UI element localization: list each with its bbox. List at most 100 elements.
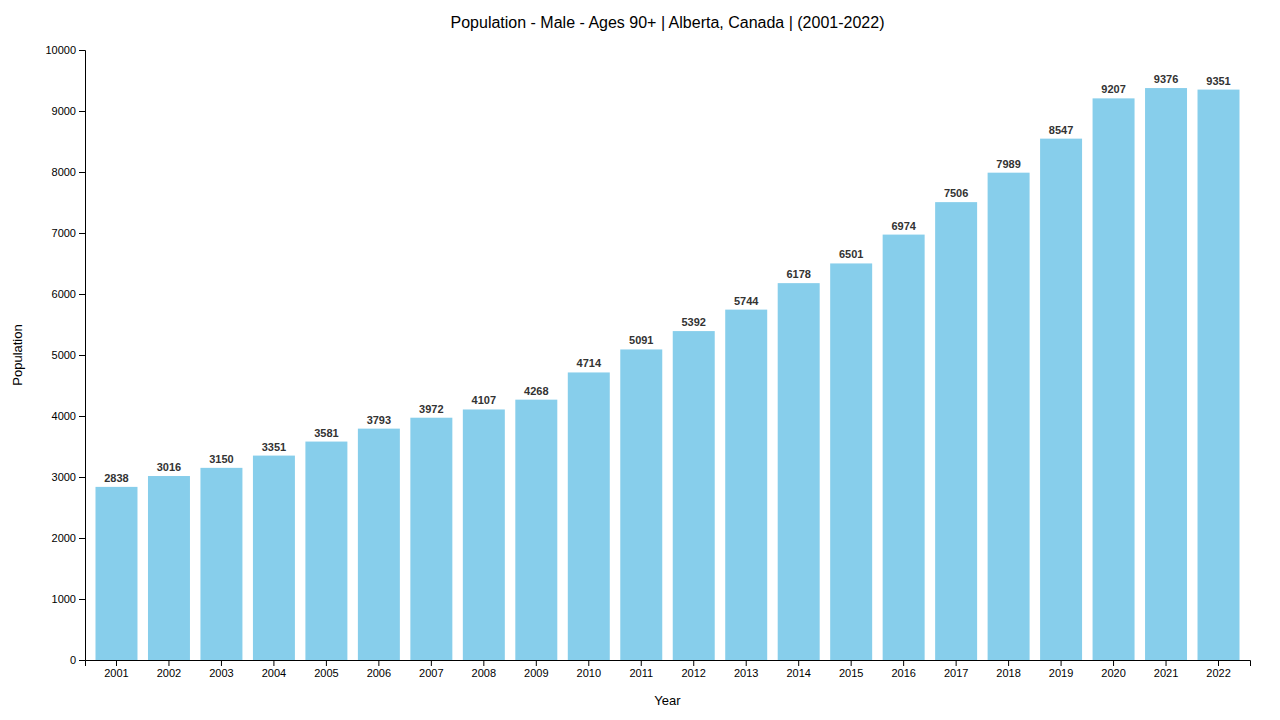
tick: 1000 (52, 593, 85, 605)
tick-label: 2000 (52, 532, 76, 544)
bar (568, 372, 610, 660)
plot-area (95, 88, 1239, 660)
tick-label: 9000 (52, 105, 76, 117)
data-label: 4714 (577, 357, 602, 369)
data-label: 3150 (209, 453, 233, 465)
tick: 2013 (734, 660, 758, 679)
tick-label: 2019 (1049, 667, 1073, 679)
bar (515, 400, 557, 660)
tick: 2015 (839, 660, 863, 679)
tick-label: 5000 (52, 349, 76, 361)
tick: 8000 (52, 166, 85, 178)
bar (1145, 88, 1187, 660)
data-label: 3016 (157, 461, 181, 473)
tick-mark (1061, 660, 1062, 666)
tick-mark (693, 660, 694, 666)
tick-label: 2010 (577, 667, 601, 679)
tick: 2010 (577, 660, 601, 679)
bar (778, 283, 820, 660)
tick-label: 2007 (419, 667, 443, 679)
tick-label: 2016 (891, 667, 915, 679)
tick: 2016 (891, 660, 915, 679)
tick: 2009 (524, 660, 548, 679)
bar (305, 442, 347, 660)
bar (935, 202, 977, 660)
data-label: 5392 (681, 316, 705, 328)
y-axis-title: Population (10, 324, 25, 385)
tick-label: 2004 (262, 667, 286, 679)
data-label: 5091 (629, 334, 653, 346)
tick-label: 10000 (45, 44, 76, 56)
bar (1093, 98, 1135, 660)
tick-label: 2015 (839, 667, 863, 679)
tick: 2001 (104, 660, 128, 679)
tick-mark (79, 599, 85, 600)
tick-mark (641, 660, 642, 666)
tick-mark (168, 660, 169, 666)
data-label: 2838 (104, 472, 128, 484)
tick-mark (536, 660, 537, 666)
tick-mark (903, 660, 904, 666)
tick: 2002 (157, 660, 181, 679)
tick-label: 2014 (786, 667, 810, 679)
tick: 2007 (419, 660, 443, 679)
tick: 2005 (314, 660, 338, 679)
bar (1040, 139, 1082, 660)
tick: 2003 (209, 660, 233, 679)
bar (988, 173, 1030, 660)
tick-label: 2006 (367, 667, 391, 679)
tick-label: 0 (70, 654, 76, 666)
bar (358, 429, 400, 660)
tick: 2008 (472, 660, 496, 679)
x-axis-title: Year (654, 693, 681, 708)
tick: 2019 (1049, 660, 1073, 679)
tick-mark (221, 660, 222, 666)
tick: 2021 (1154, 660, 1178, 679)
tick-label: 2021 (1154, 667, 1178, 679)
tick-label: 7000 (52, 227, 76, 239)
data-label: 3972 (419, 403, 443, 415)
tick-label: 2003 (209, 667, 233, 679)
tick-mark (79, 416, 85, 417)
tick-mark (79, 294, 85, 295)
bar (463, 409, 505, 660)
tick-label: 2020 (1101, 667, 1125, 679)
tick-label: 8000 (52, 166, 76, 178)
tick: 2000 (52, 532, 85, 544)
tick-mark (798, 660, 799, 666)
bar (883, 235, 925, 660)
tick-label: 2012 (681, 667, 705, 679)
bar (148, 476, 190, 660)
tick-mark (116, 660, 117, 666)
axis-line (79, 51, 86, 661)
tick-label: 4000 (52, 410, 76, 422)
bar (673, 331, 715, 660)
bar (410, 418, 452, 660)
data-label: 7989 (996, 158, 1020, 170)
data-label: 4107 (472, 394, 496, 406)
tick-label: 2005 (314, 667, 338, 679)
tick-mark (79, 477, 85, 478)
tick-mark (588, 660, 589, 666)
data-label: 9207 (1101, 83, 1125, 95)
tick-label: 2013 (734, 667, 758, 679)
data-label: 6501 (839, 248, 863, 260)
bar (725, 310, 767, 660)
title: Population - Male - Ages 90+ | Alberta, … (451, 14, 885, 31)
tick: 2004 (262, 660, 286, 679)
data-label: 8547 (1049, 124, 1073, 136)
axis-line (86, 661, 1251, 667)
tick: 2011 (629, 660, 653, 679)
tick-label: 6000 (52, 288, 76, 300)
tick-mark (79, 355, 85, 356)
tick-mark (79, 172, 85, 173)
tick: 7000 (52, 227, 85, 239)
data-label: 5744 (734, 295, 759, 307)
tick: 2018 (996, 660, 1020, 679)
tick: 2017 (944, 660, 968, 679)
tick: 10000 (45, 44, 85, 56)
data-label: 6974 (891, 220, 916, 232)
tick-mark (1218, 660, 1219, 666)
bar (620, 349, 662, 660)
tick: 4000 (52, 410, 85, 422)
